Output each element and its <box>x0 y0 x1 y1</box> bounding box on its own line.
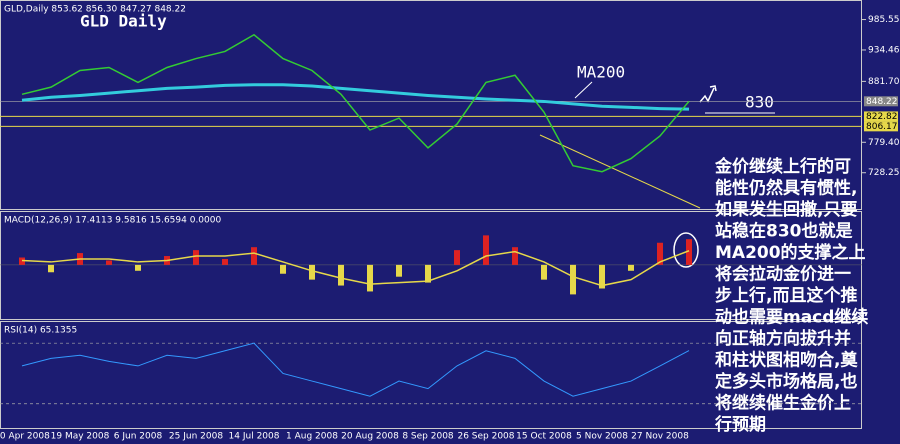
y-tick-label: 881.70 <box>868 77 900 87</box>
arrow <box>699 85 717 103</box>
annotation: 830 <box>745 93 774 112</box>
note: 金价继续上行的可能性仍然具有惯性,如果发生回撤,只要站稳在830也就是MA200… <box>714 156 868 435</box>
histogram-bar <box>512 247 518 265</box>
x-tick-label: 30 Apr 2008 <box>0 432 50 442</box>
chart-subtitle: GLD,Daily 853.62 856.30 847.27 848.22 <box>4 5 186 15</box>
note-line: 站稳在830也就是 <box>715 221 853 242</box>
y-tick-label: 728.25 <box>868 168 900 178</box>
price-label-box <box>864 121 898 132</box>
highlight-circle <box>673 232 699 268</box>
x-tick-label: 25 Jun 2008 <box>169 432 223 442</box>
histogram-bar <box>541 264 547 280</box>
x-tick-label: 26 Sep 2008 <box>457 432 514 442</box>
price-label: 806.17 <box>866 122 898 132</box>
series-line <box>21 83 690 111</box>
histogram-bar <box>483 235 489 265</box>
x-tick-label: 27 Nov 2008 <box>631 432 689 442</box>
macd-pane <box>0 211 862 320</box>
rsi-pane <box>0 321 862 429</box>
histogram-bar <box>454 250 460 265</box>
x-tick-label: 5 Nov 2008 <box>576 432 628 442</box>
price-label: 822.82 <box>866 112 898 122</box>
x-tick-label: 15 Oct 2008 <box>516 432 572 442</box>
x-tick-label: 8 Sep 2008 <box>402 432 454 442</box>
histogram-bar <box>280 264 286 274</box>
note-line: 将继续催生金价上 <box>715 393 851 414</box>
note-line: 如果发生回撤,只要 <box>715 199 857 220</box>
histogram-bar <box>657 242 663 265</box>
rsi-title: RSI(14) 65.1355 <box>4 326 77 336</box>
x-tick-label: 1 Aug 2008 <box>286 432 338 442</box>
macd-title: MACD(12,26,9) 17.4113 9.5816 15.6594 0.0… <box>4 216 221 226</box>
histogram-bar <box>338 264 344 286</box>
x-tick-label: 19 May 2008 <box>51 432 110 442</box>
histogram-bar <box>570 264 576 295</box>
note-line: 定多头市场格局,也 <box>715 371 857 392</box>
note-line: MA200的支撑之上 <box>715 242 866 263</box>
note-line: 行预期 <box>714 414 766 435</box>
histogram-bar <box>222 258 228 265</box>
annotation-pointer <box>574 81 593 99</box>
x-tick-label: 20 Aug 2008 <box>341 432 399 442</box>
histogram-bar <box>686 239 692 265</box>
price-pane <box>0 0 862 210</box>
histogram-bar <box>193 250 199 265</box>
histogram-bar <box>396 264 402 277</box>
note-line: 能性仍然具有惯性, <box>715 178 857 199</box>
note-line: 金价继续上行的可 <box>714 156 851 177</box>
x-tick-label: 14 Jul 2008 <box>229 432 280 442</box>
price-label-box <box>864 96 898 107</box>
histogram-bar <box>106 260 112 265</box>
note-line: 和柱状图相吻合,奠 <box>715 350 858 371</box>
y-tick-label: 779.40 <box>868 138 900 148</box>
histogram-bar <box>48 264 54 273</box>
y-tick-label: 934.46 <box>868 45 900 55</box>
histogram-bar <box>135 264 141 271</box>
trend-line <box>539 134 701 209</box>
chart-title: GLD Daily <box>80 12 167 31</box>
histogram-bar <box>628 264 634 271</box>
histogram-bar <box>309 264 315 280</box>
note-line: 向正轴方向拔升并 <box>715 328 851 349</box>
y-tick-label: 985.55 <box>868 15 900 25</box>
histogram-bar <box>425 264 431 283</box>
note-line: 步上行,而且这个推 <box>715 285 857 306</box>
price-label-box <box>864 111 898 122</box>
annotation: MA200 <box>577 63 625 82</box>
series-line <box>21 33 690 173</box>
histogram-bar <box>599 264 605 289</box>
histogram-bar <box>251 247 257 265</box>
x-tick-label: 6 Jun 2008 <box>114 432 163 442</box>
series-line <box>21 342 690 397</box>
series-line <box>21 250 690 287</box>
note-line: 将会拉动金价进一 <box>715 264 851 285</box>
histogram-bar <box>367 264 373 292</box>
note-line: 动也需要macd继续 <box>715 307 868 328</box>
price-label: 848.22 <box>866 97 898 107</box>
